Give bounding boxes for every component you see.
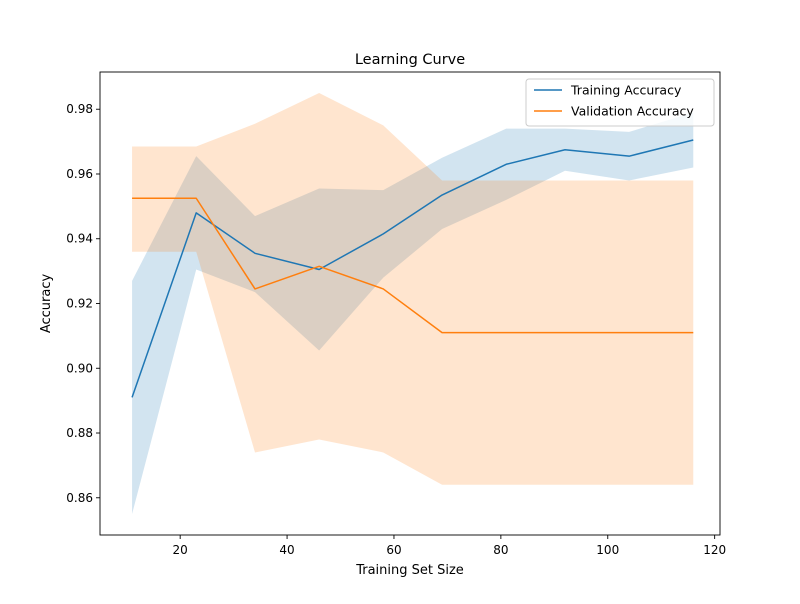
y-axis-label: Accuracy xyxy=(39,274,54,334)
x-axis-label: Training Set Size xyxy=(355,563,464,578)
confidence-bands xyxy=(132,93,694,514)
y-tick-label: 0.88 xyxy=(66,426,93,440)
y-tick-label: 0.86 xyxy=(66,491,93,505)
x-ticks: 20 40 60 80 100 120 xyxy=(173,535,726,557)
y-tick-label: 0.98 xyxy=(66,102,93,116)
x-tick-label: 60 xyxy=(386,543,401,557)
y-tick-label: 0.92 xyxy=(66,297,93,311)
x-tick-label: 80 xyxy=(493,543,508,557)
y-tick-label: 0.90 xyxy=(66,361,93,375)
y-tick-label: 0.96 xyxy=(66,167,93,181)
x-tick-label: 120 xyxy=(703,543,726,557)
training-accuracy-band xyxy=(132,112,694,514)
legend-box xyxy=(525,78,715,127)
x-tick-label: 20 xyxy=(173,543,188,557)
series-lines xyxy=(131,139,694,398)
y-ticks: 0.86 0.88 0.90 0.92 0.94 0.96 0.98 xyxy=(66,102,100,505)
legend-label-training-accuracy: Training Accuracy xyxy=(570,83,682,98)
legend-label-validation-accuracy: Validation Accuracy xyxy=(571,104,694,119)
validation-accuracy-band xyxy=(132,93,694,485)
legend: Training Accuracy Validation Accuracy xyxy=(525,78,715,127)
validation-accuracy-line xyxy=(132,197,694,334)
x-tick-label: 40 xyxy=(279,543,294,557)
y-tick-label: 0.94 xyxy=(66,232,93,246)
x-tick-label: 100 xyxy=(596,543,619,557)
training-accuracy-line xyxy=(131,139,694,398)
chart-title: Learning Curve xyxy=(355,52,465,68)
